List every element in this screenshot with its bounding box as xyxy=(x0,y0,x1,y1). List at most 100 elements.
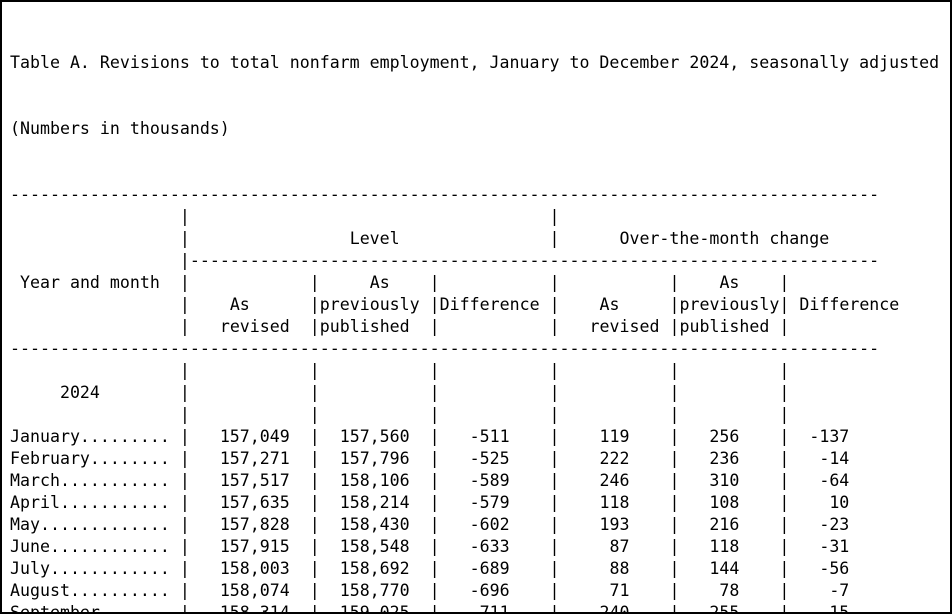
col-header-revised: revised xyxy=(219,317,290,336)
spacer-row: | | | | | | xyxy=(179,361,790,380)
group-header-spacer-row: | | xyxy=(179,207,560,226)
cell-level-difference: -633 xyxy=(439,537,550,556)
cell-otm-difference: -15 xyxy=(789,603,850,614)
cell-otm-previously-published: 78 xyxy=(679,581,780,600)
col-header-as: As xyxy=(229,295,250,314)
cell-level-difference: -696 xyxy=(439,581,550,600)
cell-level-previously-published: 158,770 xyxy=(319,581,430,600)
col-header-revised: revised xyxy=(589,317,660,336)
row-label: March........... xyxy=(10,471,180,490)
cell-otm-as-revised: 118 xyxy=(559,493,670,512)
cell-level-difference: -689 xyxy=(439,559,550,578)
cell-level-difference: -525 xyxy=(439,449,550,468)
column-header-row-2: | As |previously |Difference | As |previ… xyxy=(179,295,900,314)
cell-otm-difference: 10 xyxy=(789,493,850,512)
row-label: January......... xyxy=(10,427,180,446)
col-header-published: published xyxy=(679,317,770,336)
col-header-as: As xyxy=(369,273,390,292)
cell-otm-previously-published: 236 xyxy=(679,449,780,468)
cell-level-difference: -602 xyxy=(439,515,550,534)
row-label: April........... xyxy=(10,493,180,512)
cell-level-previously-published: 159,025 xyxy=(319,603,430,614)
cell-level-as-revised: 158,003 xyxy=(189,559,310,578)
cell-otm-previously-published: 310 xyxy=(679,471,780,490)
cell-otm-previously-published: 256 xyxy=(679,427,780,446)
group-header-row: | Level | Over-the-month change xyxy=(179,229,830,248)
cell-otm-as-revised: 87 xyxy=(559,537,670,556)
cell-otm-difference: -7 xyxy=(789,581,850,600)
cell-level-as-revised: 157,049 xyxy=(189,427,310,446)
cell-level-difference: -511 xyxy=(439,427,550,446)
table-row-july: July............ | 158,003 | 158,692 | -… xyxy=(10,559,850,578)
column-header-row-3: | revised |published | | revised |publis… xyxy=(179,317,790,336)
cell-level-previously-published: 158,692 xyxy=(319,559,430,578)
col-header-previously: previously xyxy=(679,295,780,314)
cell-otm-difference: -23 xyxy=(789,515,850,534)
header-rule: ----------------------------------------… xyxy=(10,339,880,358)
cell-otm-as-revised: 88 xyxy=(559,559,670,578)
cell-otm-difference: -56 xyxy=(789,559,850,578)
col-header-published: published xyxy=(319,317,410,336)
row-label: February........ xyxy=(10,449,180,468)
cell-otm-as-revised: 222 xyxy=(559,449,670,468)
cell-otm-as-revised: 71 xyxy=(559,581,670,600)
top-rule: ----------------------------------------… xyxy=(10,185,880,204)
table-row-february: February........ | 157,271 | 157,796 | -… xyxy=(10,449,850,468)
cell-otm-previously-published: 255 xyxy=(679,603,780,614)
cell-otm-previously-published: 216 xyxy=(679,515,780,534)
year-label: 2024 xyxy=(59,383,100,402)
cell-otm-difference: -137 xyxy=(789,427,850,446)
cell-otm-as-revised: 193 xyxy=(559,515,670,534)
col-header-difference: Difference xyxy=(799,295,900,314)
cell-otm-previously-published: 108 xyxy=(679,493,780,512)
table-row-january: January......... | 157,049 | 157,560 | -… xyxy=(10,427,850,446)
col-header-previously: previously xyxy=(319,295,420,314)
table-row-may: May............. | 157,828 | 158,430 | -… xyxy=(10,515,850,534)
table-subtitle: (Numbers in thousands) xyxy=(10,119,230,138)
table-title: Table A. Revisions to total nonfarm empl… xyxy=(10,53,940,72)
row-header: Year and month xyxy=(20,273,160,292)
table-row-september: September....... | 158,314 | 159,025 | -… xyxy=(10,602,950,614)
cell-level-previously-published: 158,430 xyxy=(319,515,430,534)
cell-otm-previously-published: 118 xyxy=(679,537,780,556)
row-label: September....... xyxy=(10,603,180,614)
col-header-as: As xyxy=(719,273,740,292)
cell-level-as-revised: 157,635 xyxy=(189,493,310,512)
cell-otm-as-revised: 119 xyxy=(559,427,670,446)
col-header-difference: Difference xyxy=(439,295,540,314)
spacer-row: | | | | | | xyxy=(179,405,790,424)
cell-level-previously-published: 157,560 xyxy=(319,427,430,446)
row-label: May............. xyxy=(10,515,180,534)
cell-level-previously-published: 158,106 xyxy=(319,471,430,490)
cell-level-previously-published: 158,548 xyxy=(319,537,430,556)
table-row-june: June............ | 157,915 | 158,548 | -… xyxy=(10,537,850,556)
cell-level-previously-published: 157,796 xyxy=(319,449,430,468)
cell-level-as-revised: 157,915 xyxy=(189,537,310,556)
cell-level-as-revised: 157,828 xyxy=(189,515,310,534)
cell-level-difference: -589 xyxy=(439,471,550,490)
cell-level-as-revised: 158,314 xyxy=(189,603,310,614)
table-grid: ----------------------------------------… xyxy=(10,184,950,614)
cell-otm-previously-published: 144 xyxy=(679,559,780,578)
group-header-rule: |---------------------------------------… xyxy=(179,251,880,270)
cell-otm-difference: -14 xyxy=(789,449,850,468)
cell-level-difference: -579 xyxy=(439,493,550,512)
table-row-august: August.......... | 158,074 | 158,770 | -… xyxy=(10,581,850,600)
cell-otm-difference: -31 xyxy=(789,537,850,556)
table-row-march: March........... | 157,517 | 158,106 | -… xyxy=(10,471,850,490)
cell-level-previously-published: 158,214 xyxy=(319,493,430,512)
cell-otm-as-revised: 240 xyxy=(559,603,670,614)
column-header-row-1: Year and month | | As | | | As | xyxy=(20,273,790,292)
group-header-level: Level xyxy=(349,229,400,248)
cell-level-as-revised: 158,074 xyxy=(189,581,310,600)
cell-level-as-revised: 157,517 xyxy=(189,471,310,490)
cell-level-as-revised: 157,271 xyxy=(189,449,310,468)
row-label: July............ xyxy=(10,559,180,578)
group-header-over-the-month-change: Over-the-month change xyxy=(619,229,830,248)
row-label: June............ xyxy=(10,537,180,556)
cell-level-difference: -711 xyxy=(439,603,550,614)
col-header-as: As xyxy=(599,295,620,314)
table-row-april: April........... | 157,635 | 158,214 | -… xyxy=(10,493,850,512)
row-label: August.......... xyxy=(10,581,180,600)
